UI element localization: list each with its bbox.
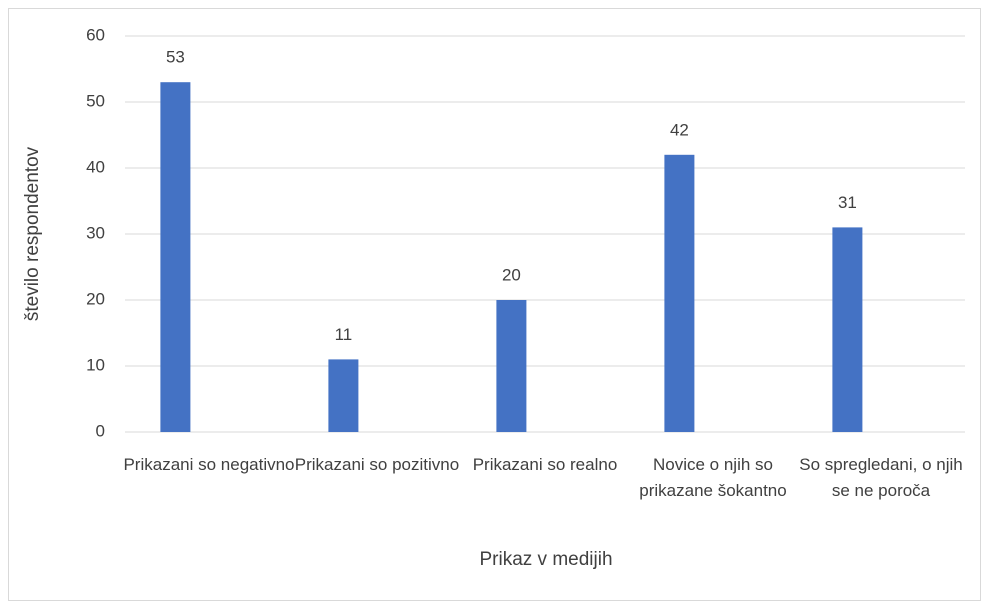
bar bbox=[160, 82, 191, 432]
x-tick-label: Prikazani so pozitivno bbox=[294, 455, 460, 474]
y-tick-label: 20 bbox=[86, 289, 105, 308]
y-axis-title: število respondentov bbox=[22, 146, 43, 321]
bar bbox=[496, 300, 527, 432]
y-tick-label: 0 bbox=[96, 421, 105, 440]
y-tick-label: 40 bbox=[86, 157, 105, 176]
x-tick-label-box: Prikazani so pozitivno bbox=[294, 455, 460, 474]
x-tick-label: Novice o njih so prikazane šokantno bbox=[639, 455, 787, 500]
x-tick-label: Prikazani so realno bbox=[472, 455, 618, 474]
x-tick-label-box: Prikazani so negativno bbox=[123, 455, 295, 474]
x-tick-label-box: Prikazani so realno bbox=[472, 455, 618, 474]
y-tick-label: 30 bbox=[86, 223, 105, 242]
data-label: 42 bbox=[670, 120, 689, 139]
data-label: 53 bbox=[166, 48, 185, 67]
bar bbox=[328, 359, 359, 432]
x-tick-label: So spregledani, o njih se ne poroča bbox=[799, 455, 963, 500]
y-tick-label: 50 bbox=[86, 91, 105, 110]
x-tick-label-box: Novice o njih so prikazane šokantno bbox=[639, 455, 787, 500]
y-tick-label: 60 bbox=[86, 25, 105, 44]
y-tick-label: 10 bbox=[86, 355, 105, 374]
bar bbox=[832, 227, 863, 432]
x-tick-label: Prikazani so negativno bbox=[123, 455, 295, 474]
data-label: 11 bbox=[335, 325, 353, 344]
x-tick-label-box: So spregledani, o njih se ne poroča bbox=[799, 455, 963, 500]
data-label: 20 bbox=[502, 265, 521, 284]
x-axis-title: Prikaz v medijih bbox=[479, 549, 612, 570]
bar bbox=[664, 154, 695, 433]
data-label: 31 bbox=[838, 193, 857, 212]
